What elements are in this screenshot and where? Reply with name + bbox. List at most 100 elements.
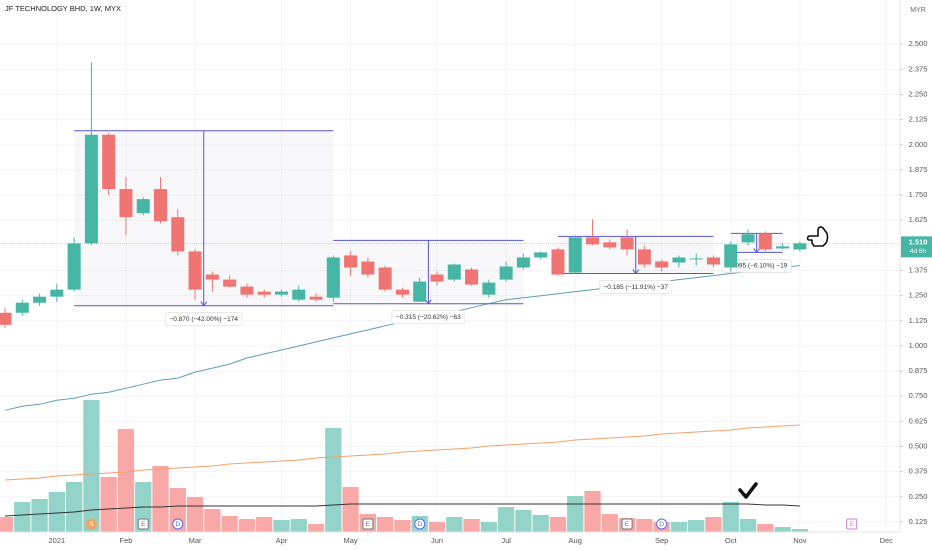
event-label: D — [417, 521, 422, 528]
candle-body — [793, 243, 807, 250]
event-marker — [137, 518, 149, 530]
event-marker — [85, 518, 97, 530]
measure-label-text: −0.185 (−11.91%) −37 — [604, 284, 669, 291]
measure-label-bg — [165, 312, 243, 327]
y-tick-label: 1.000 — [909, 341, 928, 350]
chart-title: JF TECHNOLOGY BHD, 1W, MYX — [5, 4, 121, 13]
candle-body — [447, 264, 461, 280]
volume-bar — [0, 517, 14, 532]
volume-bar — [791, 529, 809, 532]
volume-bar — [463, 519, 480, 532]
volume-bar — [774, 527, 791, 532]
x-tick-label: Jun — [431, 536, 443, 545]
candle-body — [637, 249, 651, 265]
y-tick-label: 1.875 — [909, 165, 928, 174]
event-label: E — [366, 521, 371, 528]
y-tick-label: 1.375 — [909, 266, 928, 275]
volume-bar — [256, 517, 273, 532]
x-tick-label: Feb — [119, 536, 132, 545]
event-label: E — [141, 521, 146, 528]
measure-label: −0.870 (−42.00%) −174 — [165, 312, 243, 327]
volume-bar — [186, 497, 204, 532]
price-axis: 0.125 0.250 0.375 0.500 0.625 0.750 0.875 1.000… — [900, 39, 927, 526]
candle-body — [171, 217, 185, 252]
candle-body — [413, 281, 427, 302]
x-tick-label: Sep — [655, 536, 668, 545]
candle-body — [15, 302, 29, 313]
candle-body — [274, 291, 288, 295]
measure-arrow-head — [424, 299, 432, 305]
candle-body — [534, 252, 548, 258]
volume-bar — [515, 510, 532, 532]
volume-bar — [532, 515, 549, 532]
volume-bar — [117, 429, 135, 532]
x-tick-label: Apr — [276, 536, 288, 545]
last-price-tag — [901, 236, 932, 258]
volume-bar — [549, 517, 567, 532]
candle-body — [499, 266, 513, 280]
volume-bar — [100, 477, 117, 532]
candle-body — [257, 291, 271, 295]
candle-body — [205, 274, 219, 280]
candle-body — [292, 289, 306, 300]
x-tick-label: Mar — [189, 536, 202, 545]
candle-body — [188, 251, 202, 290]
last-price-countdown: 4d 6h — [910, 248, 927, 255]
volume-bar — [670, 522, 688, 532]
measure-label-bg — [391, 310, 466, 325]
volume-bar — [83, 400, 100, 532]
volume-bar — [48, 492, 65, 532]
candle-body — [223, 279, 237, 287]
candle-body — [430, 274, 444, 282]
candle-body — [672, 257, 686, 263]
volume-bar — [14, 502, 31, 532]
x-tick-label: Nov — [793, 536, 807, 545]
x-tick-label: May — [344, 536, 358, 545]
volume-bar — [238, 519, 256, 532]
measure-label-text: −0.095 (−6.10%) −19 — [726, 263, 788, 270]
volume-bar — [722, 502, 739, 532]
y-tick-label: 1.125 — [909, 316, 928, 325]
measure-label-bg — [721, 259, 792, 273]
x-tick-label: Jul — [501, 536, 511, 545]
candle-body — [620, 237, 634, 250]
candle-body — [395, 289, 409, 295]
volume-bar — [342, 487, 359, 532]
volume-bar — [705, 517, 722, 532]
event-label: E — [850, 521, 855, 528]
x-tick-label: Oct — [725, 536, 738, 545]
candle-body — [603, 242, 617, 248]
candle-body — [689, 258, 703, 260]
event-marker — [846, 518, 858, 530]
measure-arrow-head — [753, 248, 761, 254]
candle-body — [516, 257, 530, 268]
candle-body — [551, 249, 565, 275]
measure-label: −0.315 (−20.62%) −63 — [391, 310, 466, 325]
y-tick-label: 0.500 — [909, 442, 928, 451]
event-marker — [621, 518, 633, 530]
x-tick-label: Aug — [569, 536, 582, 545]
volume-bar — [567, 496, 584, 532]
candle-body — [776, 246, 790, 249]
volume-bar — [757, 524, 774, 532]
volume-bar — [152, 466, 169, 532]
measure-arrow-head — [632, 269, 640, 275]
y-tick-label: 2.250 — [909, 90, 928, 99]
event-marker — [172, 518, 184, 530]
event-label: S — [89, 521, 94, 528]
y-tick-label: 0.875 — [909, 366, 928, 375]
volume-bar — [273, 520, 290, 532]
volume-bar — [497, 507, 515, 532]
event-marker — [414, 518, 426, 530]
volume-bar — [204, 509, 221, 532]
y-tick-label: 0.375 — [909, 467, 928, 476]
measure-arrow-head — [200, 301, 208, 307]
y-tick-label: 0.250 — [909, 492, 928, 501]
candle-body — [102, 134, 116, 190]
event-marker — [656, 518, 668, 530]
candle-body — [586, 237, 600, 245]
volume-bar — [325, 428, 342, 532]
measure-label: −0.095 (−6.10%) −19 — [721, 259, 792, 273]
y-tick-label: 0.125 — [909, 517, 928, 526]
